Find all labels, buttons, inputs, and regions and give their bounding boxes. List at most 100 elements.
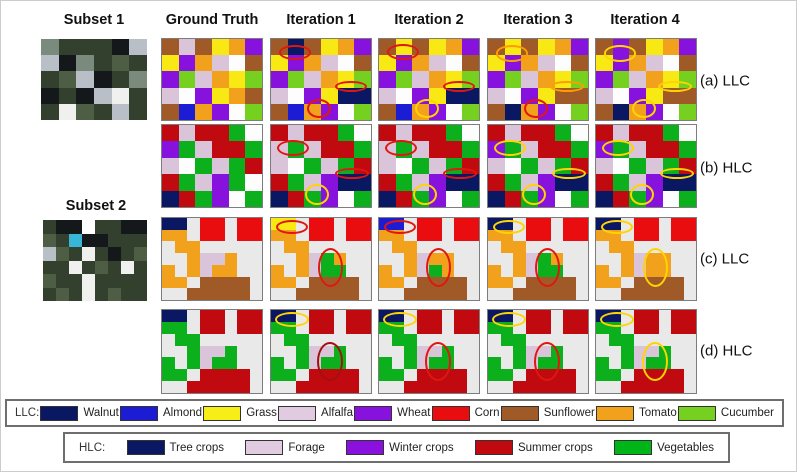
map-cell [82,247,95,261]
map-cell [187,288,200,300]
map-cell [462,71,479,88]
map-cell [108,260,121,274]
map-cell [337,103,355,120]
map-cell [237,264,250,277]
map-cell [429,276,442,289]
map-cell [321,369,334,382]
map-cell [550,218,563,230]
map-cell [513,369,526,382]
map-cell [554,39,572,56]
map-cell [575,253,588,265]
map-cell [134,233,147,247]
map-cell [683,321,696,334]
map-cell [633,381,646,393]
legend-label: Alfalfa [321,407,353,419]
map-cell [445,103,463,120]
map-cell [441,321,454,334]
map-cell [296,321,309,334]
map-cell [445,125,463,142]
map-cell [563,321,576,334]
map-cell [550,253,563,265]
map-cell [513,357,526,370]
map-cell [416,253,429,265]
map-cell [441,218,454,230]
map-cell [537,174,555,191]
map-cell [308,241,321,254]
map-cell [513,229,526,242]
map-cell [454,229,467,242]
map-cell [500,288,513,300]
map-cell [525,229,538,242]
map-cell [304,103,321,120]
map-cell [187,333,200,346]
map-cell [466,310,479,322]
map-cell [320,157,338,175]
map-cell [428,39,446,56]
map-cell [633,218,646,230]
map-cell [575,381,588,393]
map-cell [195,174,212,191]
map-cell [454,241,467,254]
map-cell [554,125,572,142]
map-cell [683,264,696,277]
map-cell [199,253,212,265]
map-cell [525,333,538,346]
map-cell [224,276,237,289]
map-cell [596,241,609,254]
map-cell [108,247,121,261]
map-cell [629,87,646,104]
map-cell [671,276,684,289]
map-cell [633,229,646,242]
panel-c-iteration-2 [378,217,480,301]
map-cell [41,103,59,120]
legend-label: Cucumber [720,407,774,419]
map-cell [441,276,454,289]
map-cell [612,190,630,207]
map-cell [108,220,121,234]
map-cell [379,174,396,191]
map-cell [391,264,404,277]
map-cell [500,345,513,358]
map-cell [271,190,288,207]
legend-label: Forage [288,441,325,454]
legend-item-tomato: Tomato [596,405,677,421]
panel-c-iteration-3 [487,217,589,301]
map-cell [93,103,112,120]
map-cell [575,310,588,322]
map-cell [646,369,659,382]
map-cell [563,253,576,265]
map-cell [608,264,621,277]
map-cell [333,276,346,289]
map-cell [488,190,505,207]
map-cell [633,333,646,346]
map-cell [563,276,576,289]
map-cell [404,333,417,346]
map-cell [571,39,588,56]
map-cell [287,87,305,104]
map-cell [658,333,671,346]
map-cell [287,55,305,72]
map-cell [129,71,147,88]
map-cell [646,381,659,393]
map-cell [95,287,108,301]
legend-color-chip [474,440,513,455]
map-cell [466,229,479,242]
map-cell [658,241,671,254]
map-cell [612,157,630,175]
map-cell [304,125,321,142]
map-cell [271,39,288,56]
map-cell [321,345,334,358]
map-cell [538,276,551,289]
map-cell [441,381,454,393]
map-cell [321,333,334,346]
map-cell [629,39,646,56]
map-cell [679,87,696,104]
map-cell [441,241,454,254]
map-cell [93,39,112,56]
map-cell [612,87,630,104]
map-cell [211,190,229,207]
map-cell [174,288,187,300]
map-cell [429,381,442,393]
map-cell [346,229,359,242]
map-cell [596,381,609,393]
